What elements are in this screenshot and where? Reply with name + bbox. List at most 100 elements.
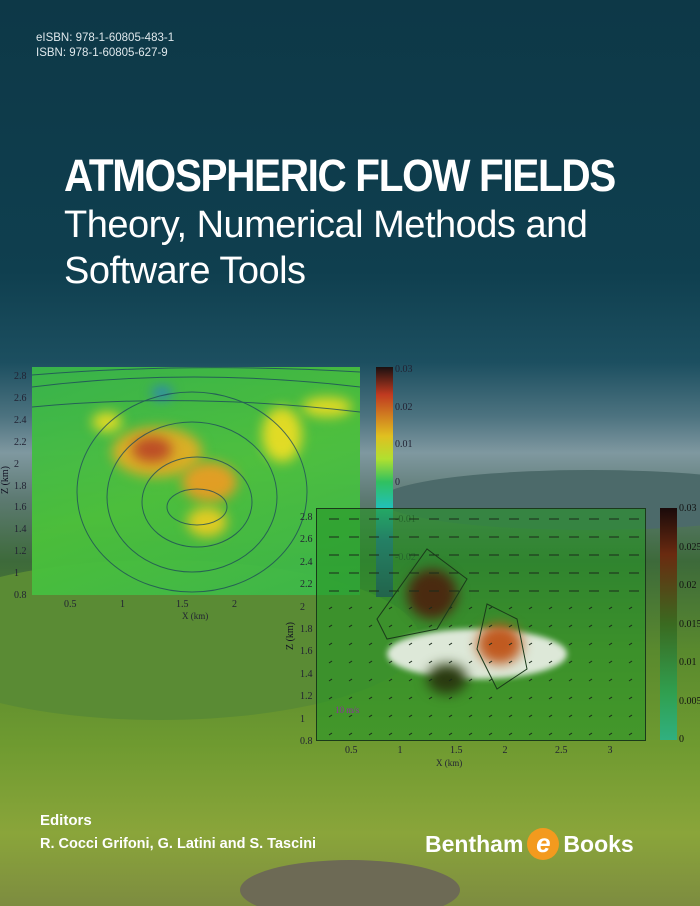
tick-label: 2.8 <box>300 512 313 523</box>
tick-label: 1.6 <box>300 646 313 658</box>
wind-arrow <box>528 660 533 664</box>
wind-arrow <box>508 696 513 700</box>
wind-arrow <box>348 696 353 700</box>
wind-arrow <box>408 714 413 718</box>
tick-label: 1 <box>120 599 125 610</box>
wind-arrow <box>508 624 513 628</box>
wind-arrow <box>548 660 553 664</box>
wind-arrow <box>348 606 353 610</box>
tick-label: 2.4 <box>300 556 313 568</box>
publisher-name-right: Books <box>563 830 634 857</box>
wind-arrow <box>528 696 533 700</box>
wind-arrow <box>328 606 333 610</box>
anomaly <box>407 569 457 619</box>
anomaly <box>427 664 467 694</box>
wind-arrow <box>488 660 493 664</box>
wind-arrow <box>568 606 573 610</box>
tick-label: 2.2 <box>14 436 27 448</box>
wind-arrow <box>608 660 613 664</box>
wind-arrow <box>408 678 413 682</box>
wind-arrow <box>368 660 373 664</box>
wind-arrow <box>468 732 473 736</box>
wind-arrow <box>348 678 353 682</box>
wind-arrow <box>388 606 393 610</box>
wind-arrow <box>408 696 413 700</box>
wind-arrow <box>468 606 473 610</box>
wind-arrow <box>468 714 473 718</box>
wind-arrow <box>328 732 333 736</box>
wind-arrow <box>448 678 453 682</box>
wind-arrow <box>408 660 413 664</box>
wind-arrow <box>348 732 353 736</box>
tick-label: 2.5 <box>555 745 568 756</box>
wind-arrow <box>428 606 433 610</box>
wind-arrow <box>448 624 453 628</box>
tick-label: 1.5 <box>176 599 189 610</box>
wind-arrow <box>468 624 473 628</box>
tick-label: 1.2 <box>300 691 313 703</box>
figure2-colorbar <box>660 508 677 740</box>
wind-arrow <box>328 642 333 646</box>
wind-arrow <box>388 714 393 718</box>
publisher-e-icon: e <box>527 828 560 860</box>
anomaly <box>132 437 172 462</box>
anomaly <box>302 397 352 417</box>
wind-arrow <box>388 732 393 736</box>
wind-arrow <box>348 642 353 646</box>
wind-arrow <box>328 714 333 718</box>
editor-names: R. Cocci Grifoni, G. Latini and S. Tasci… <box>40 836 317 852</box>
wind-arrow <box>368 606 373 610</box>
wind-arrow <box>568 732 573 736</box>
tick-label: 2 <box>14 458 19 470</box>
tick-label: 0.5 <box>64 599 77 610</box>
wind-arrow <box>428 714 433 718</box>
wind-arrow <box>608 732 613 736</box>
wind-arrow <box>508 660 513 664</box>
wind-arrow <box>568 624 573 628</box>
scale-label: 10 m/s <box>335 705 360 715</box>
tick-label: 0.02 <box>679 580 697 591</box>
wind-arrow <box>488 642 493 646</box>
wind-arrow <box>588 678 593 682</box>
wind-arrow <box>548 732 553 736</box>
tick-label: 2 <box>232 599 237 610</box>
wind-arrow <box>348 714 353 718</box>
wind-arrow <box>548 642 553 646</box>
wind-arrow <box>428 642 433 646</box>
wind-arrow <box>548 624 553 628</box>
anomaly <box>182 462 237 502</box>
tick-label: 0.8 <box>300 736 313 747</box>
streamlines <box>32 367 360 593</box>
wind-arrow <box>388 642 393 646</box>
wind-arrow <box>528 642 533 646</box>
tick-label: 1.2 <box>14 546 27 558</box>
wind-arrow <box>368 696 373 700</box>
tick-label: 0 <box>679 734 684 745</box>
wind-arrow <box>568 696 573 700</box>
wind-arrow <box>628 660 633 664</box>
tick-label: 0.015 <box>679 618 700 630</box>
wind-arrow <box>328 696 333 700</box>
wind-arrow <box>528 606 533 610</box>
wind-arrow <box>628 696 633 700</box>
anomaly <box>262 407 302 462</box>
wind-arrow <box>608 696 613 700</box>
wind-arrow <box>368 714 373 718</box>
wind-arrow <box>468 660 473 664</box>
tick-label: 2 <box>300 601 305 613</box>
tick-label: 1.5 <box>450 745 463 756</box>
wind-arrow <box>408 732 413 736</box>
wind-arrow <box>588 642 593 646</box>
wind-arrow <box>588 606 593 610</box>
wind-arrow <box>588 714 593 718</box>
wind-arrow <box>508 714 513 718</box>
wind-arrow <box>428 732 433 736</box>
wind-arrow <box>368 732 373 736</box>
wind-arrow <box>568 642 573 646</box>
anomaly <box>152 387 172 399</box>
wind-arrow <box>428 696 433 700</box>
tick-label: 1 <box>397 745 403 756</box>
tick-label: 2 <box>502 745 508 756</box>
wind-arrow <box>628 732 633 736</box>
wind-arrow <box>508 606 513 610</box>
